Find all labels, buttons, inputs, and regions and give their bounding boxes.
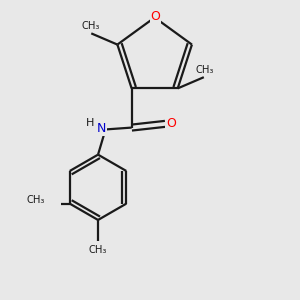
Text: CH₃: CH₃ (196, 65, 214, 75)
Text: O: O (166, 117, 176, 130)
Text: CH₃: CH₃ (81, 21, 100, 31)
Text: H: H (85, 118, 94, 128)
Text: CH₃: CH₃ (89, 245, 107, 255)
Text: N: N (97, 122, 106, 135)
Text: CH₃: CH₃ (27, 195, 45, 205)
Text: O: O (151, 10, 160, 23)
